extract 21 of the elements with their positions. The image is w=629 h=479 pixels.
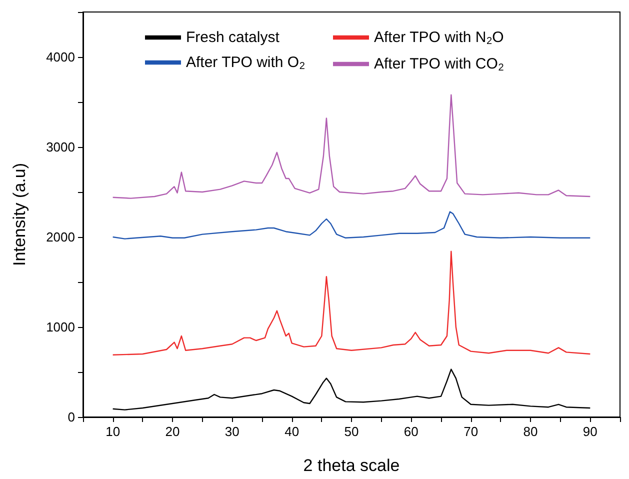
y-axis-title: Intensity (a.u) [10, 163, 29, 266]
x-tick-label: 30 [224, 424, 240, 439]
line-series [112, 250, 591, 356]
x-tick-label: 40 [284, 424, 300, 439]
y-tick-label: 2000 [46, 230, 75, 244]
x-tick-label: 90 [582, 424, 598, 439]
line-series [112, 211, 591, 240]
legend-label: Fresh catalyst [186, 29, 280, 46]
x-tick-label: 80 [523, 424, 538, 439]
x-axis-title: 2 theta scale [303, 456, 400, 475]
line-series [112, 368, 591, 410]
y-tick-label: 0 [68, 410, 75, 424]
x-tick-label: 50 [344, 424, 359, 439]
x-tick-label: 10 [106, 424, 120, 439]
y-tick-label: 4000 [46, 50, 75, 64]
x-tick-label: 60 [404, 424, 418, 439]
line-series [112, 94, 591, 199]
y-tick-label: 1000 [46, 320, 75, 334]
x-tick-label: 70 [464, 424, 478, 439]
x-tick-label: 20 [165, 424, 180, 439]
y-tick-label: 3000 [46, 140, 75, 154]
